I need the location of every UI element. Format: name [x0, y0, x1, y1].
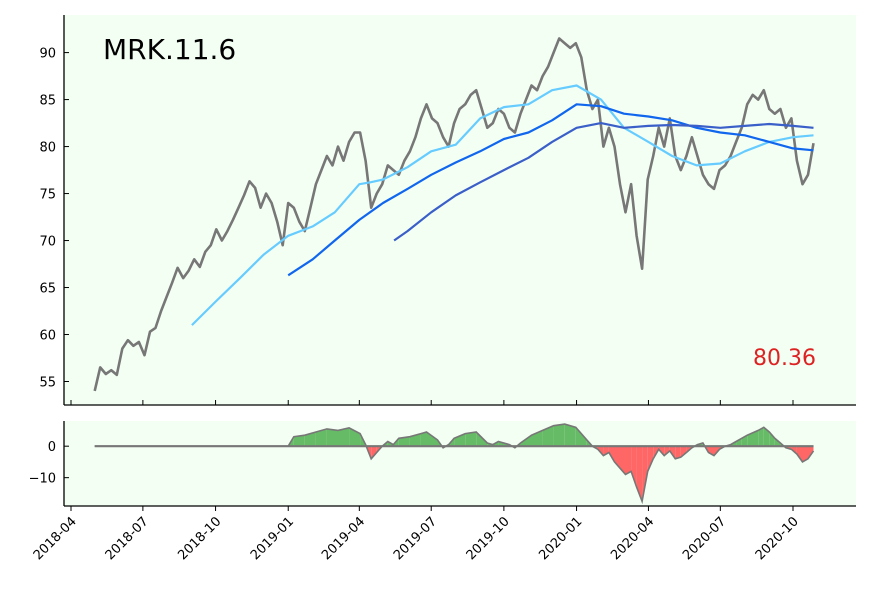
oscillator-panel-background: [64, 421, 856, 506]
x-tick-label: 2019-04: [319, 514, 368, 563]
price-series-line-2: [287, 103, 814, 277]
x-tick-label: 2020-04: [608, 514, 657, 563]
oscillator-negative-area: [664, 446, 670, 456]
oscillator-negative-area: [647, 446, 654, 472]
x-tick-label: 2020-01: [536, 514, 585, 563]
price-x-ticks: [70, 400, 794, 405]
x-tick-label: 2018-04: [31, 514, 80, 563]
x-tick-label: 2018-07: [103, 514, 152, 563]
price-series-line-3: [393, 122, 814, 242]
oscillator-positive-area: [398, 436, 410, 447]
oscillator-negative-area: [675, 446, 681, 459]
oscillator-positive-area: [315, 428, 327, 447]
oscillator-positive-area: [304, 432, 316, 447]
oscillator-negative-area: [796, 446, 803, 462]
oscillator-positive-area: [769, 432, 775, 447]
oscillator-panel: 0 −10 2018-04 2018-07 2018-10 2019-01 2019-04…: [29, 421, 856, 563]
oscillator-positive-area: [454, 433, 466, 447]
x-tick-label: 2019-01: [248, 514, 297, 563]
oscillator-positive-area: [763, 427, 770, 447]
price-y-tick-label: 60: [39, 329, 56, 344]
oscillator-area-group: [94, 423, 815, 505]
oscillator-negative-area: [631, 446, 637, 488]
x-tick-label: 2019-07: [391, 514, 440, 563]
oscillator-negative-area: [625, 446, 632, 475]
oscillator-positive-area: [326, 428, 338, 447]
price-panel: 55 60 65 70 75 80 85 90 MRK.11.6 80.36: [39, 15, 856, 406]
price-y-tick-label: 70: [39, 235, 56, 250]
price-y-tick-label: 80: [39, 141, 56, 156]
oscillator-y-ticks: 0 −10: [29, 440, 69, 487]
oscillator-negative-area: [608, 446, 615, 462]
chart-title: MRK.11.6: [103, 33, 236, 66]
oscillator-y-tick-label: 0: [48, 440, 56, 455]
oscillator-negative-area: [642, 446, 648, 502]
price-y-tick-label: 55: [39, 376, 56, 391]
oscillator-positive-area: [426, 432, 438, 447]
oscillator-positive-area: [564, 424, 576, 447]
oscillator-positive-area: [553, 424, 565, 447]
price-series-line-0: [93, 37, 815, 392]
oscillator-positive-area: [293, 435, 305, 447]
oscillator-positive-area: [736, 438, 742, 447]
price-series-group: [93, 37, 815, 392]
oscillator-negative-area: [620, 446, 626, 475]
oscillator-negative-area: [802, 446, 808, 462]
price-panel-background: [64, 15, 856, 405]
price-y-tick-label: 90: [39, 47, 56, 62]
x-tick-label: 2020-07: [680, 514, 729, 563]
x-tick-label: 2018-10: [175, 514, 224, 563]
oscillator-negative-area: [680, 446, 687, 458]
oscillator-positive-area: [758, 427, 764, 447]
x-tick-label: 2020-10: [753, 514, 802, 563]
oscillator-positive-area: [420, 432, 427, 447]
price-y-tick-label: 75: [39, 188, 56, 203]
price-y-ticks: 55 60 65 70 75 80 85 90: [39, 47, 69, 391]
oscillator-positive-area: [465, 432, 477, 447]
oscillator-positive-area: [575, 427, 587, 447]
last-value-label: 80.36: [753, 346, 816, 371]
oscillator-y-tick-label: −10: [29, 472, 56, 487]
oscillator-negative-area: [636, 446, 643, 502]
oscillator-negative-area: [371, 446, 377, 459]
price-series-line-1: [191, 84, 814, 326]
price-y-tick-label: 65: [39, 282, 56, 297]
oscillator-outline: [94, 423, 815, 505]
oscillator-positive-area: [542, 425, 554, 447]
oscillator-x-ticks: 2018-04 2018-07 2018-10 2019-01 2019-04 2019-…: [31, 506, 802, 563]
x-tick-label: 2019-10: [464, 514, 513, 563]
oscillator-positive-area: [338, 427, 350, 447]
price-y-tick-label: 85: [39, 94, 56, 109]
